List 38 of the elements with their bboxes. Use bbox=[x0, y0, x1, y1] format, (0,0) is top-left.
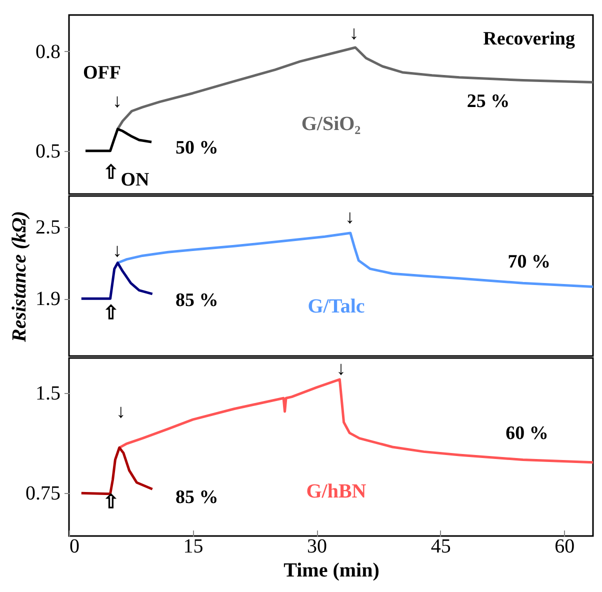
annotation: 60 % bbox=[506, 422, 548, 444]
annotation: ↓ bbox=[349, 22, 359, 44]
line-series bbox=[80, 262, 154, 300]
y-tick-label: 0.5 bbox=[36, 140, 60, 162]
annotation: 50 % bbox=[175, 137, 218, 158]
annotation: ⇧ bbox=[102, 162, 119, 184]
y-tick-label: 1.9 bbox=[36, 288, 60, 310]
x-tick-label: 30 bbox=[307, 536, 328, 558]
x-axis-title: Time (min) bbox=[284, 560, 380, 582]
y-tick-label: 0.8 bbox=[36, 40, 60, 63]
annotation: Recovering bbox=[483, 28, 576, 50]
annotation: ↓ bbox=[112, 240, 122, 262]
y-tick-label: 0.75 bbox=[26, 482, 60, 505]
series-label: G/hBN bbox=[306, 480, 367, 502]
x-tick-label: 15 bbox=[183, 536, 204, 558]
line-series bbox=[84, 128, 153, 152]
annotation: 85 % bbox=[175, 486, 218, 508]
y-axis-title: Resistance (kΩ) bbox=[8, 210, 30, 344]
x-tick-label: 0 bbox=[70, 536, 80, 558]
annotation: 25 % bbox=[466, 90, 510, 112]
series-label: G/Talc bbox=[308, 295, 365, 318]
annotation: ⇧ bbox=[102, 302, 119, 324]
annotation: ⇧ bbox=[102, 492, 119, 514]
annotation: ON bbox=[120, 170, 150, 191]
text: G/SiO₂ bbox=[301, 113, 361, 136]
annotation: OFF bbox=[83, 62, 122, 84]
annotation: ↓ bbox=[336, 358, 346, 380]
y-tick-label: 1.5 bbox=[36, 382, 60, 404]
annotation: ↓ bbox=[116, 401, 126, 422]
annotation: 85 % bbox=[175, 290, 218, 311]
annotation: ↓ bbox=[345, 206, 355, 228]
line-series bbox=[118, 378, 593, 464]
line-series bbox=[116, 232, 593, 288]
x-tick-label: 45 bbox=[430, 536, 451, 558]
y-tick-label: 2.5 bbox=[36, 216, 60, 239]
x-tick-label: 60 bbox=[554, 536, 575, 558]
annotation: 70 % bbox=[508, 252, 550, 273]
annotation: ↓ bbox=[112, 90, 122, 112]
